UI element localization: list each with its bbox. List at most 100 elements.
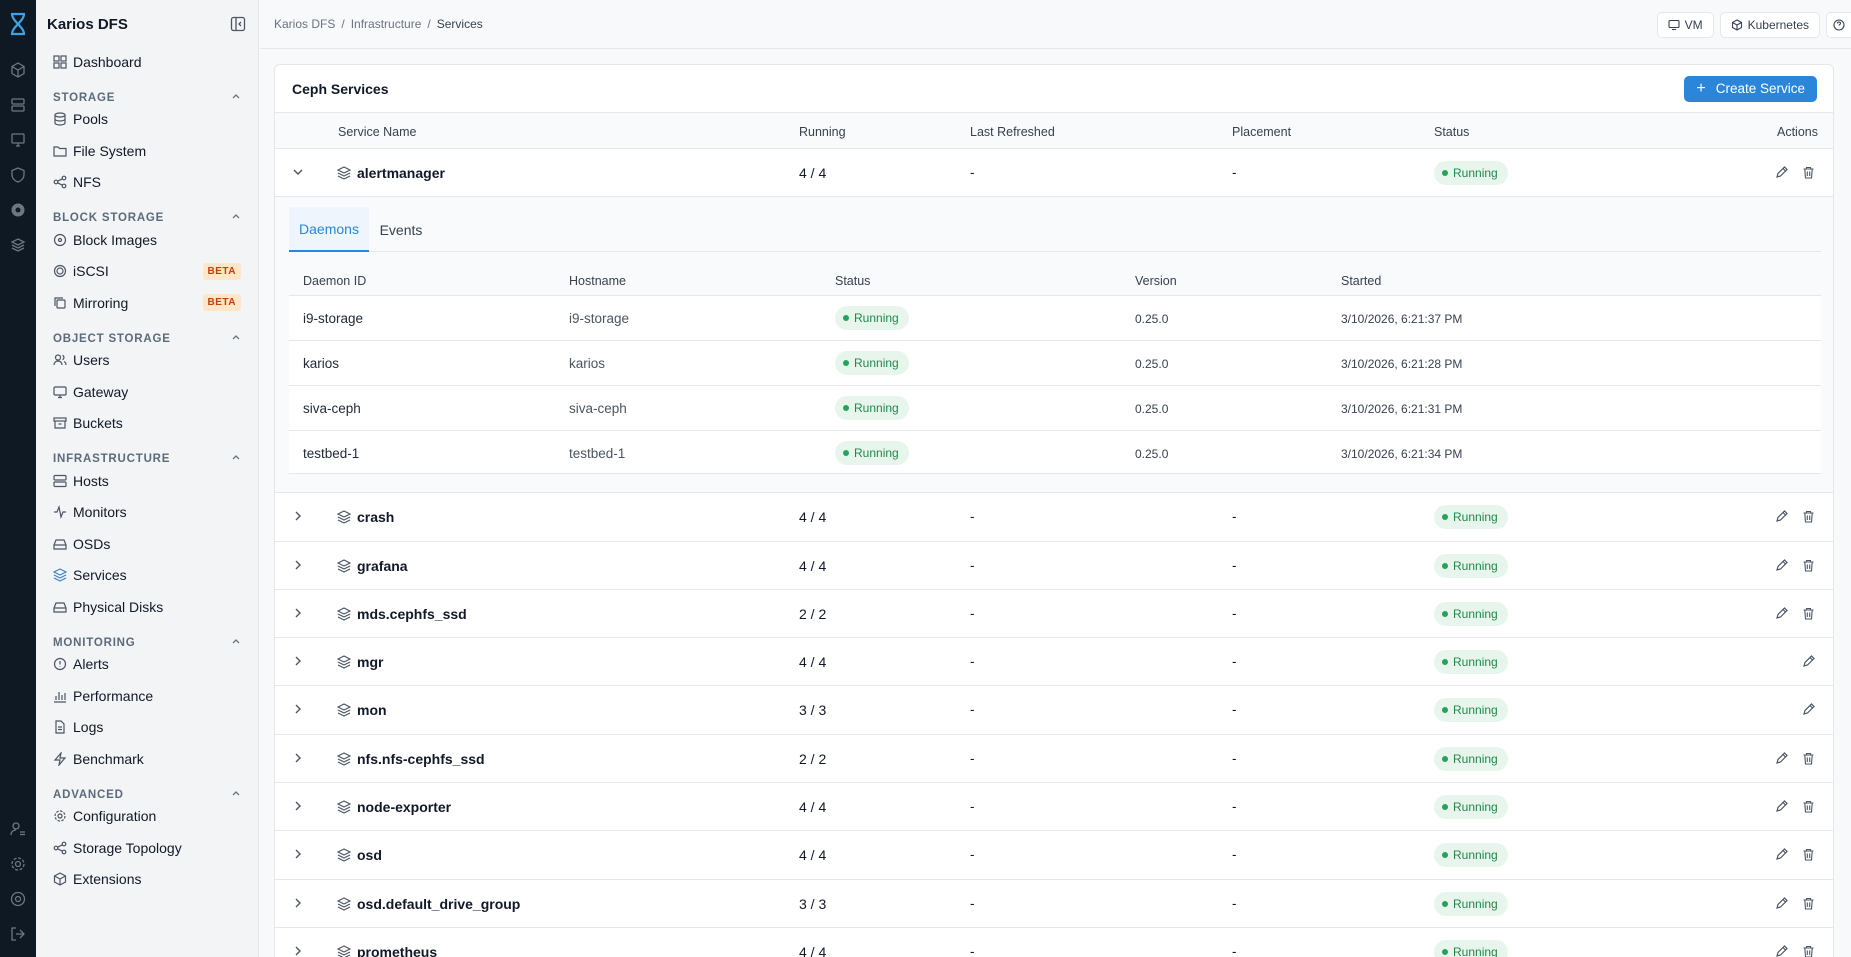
table-row[interactable]: node-exporter 4 / 4 - - Running bbox=[275, 783, 1833, 832]
sidebar-item-benchmark[interactable]: Benchmark bbox=[53, 743, 258, 775]
trash-icon[interactable] bbox=[1802, 945, 1815, 957]
ceph-icon[interactable] bbox=[0, 192, 36, 227]
section-storage[interactable]: STORAGE bbox=[53, 82, 258, 104]
table-row[interactable]: osd.default_drive_group 3 / 3 - - Runnin… bbox=[275, 880, 1833, 928]
breadcrumb-item[interactable]: Infrastructure bbox=[350, 17, 422, 31]
shield-icon[interactable] bbox=[0, 157, 36, 192]
table-row[interactable]: prometheus 4 / 4 - - Running bbox=[275, 928, 1833, 957]
chevron-right-icon[interactable] bbox=[291, 944, 305, 957]
table-row[interactable]: osd 4 / 4 - - Running bbox=[275, 831, 1833, 880]
edit-icon[interactable] bbox=[1775, 751, 1788, 765]
chevron-right-icon[interactable] bbox=[291, 799, 305, 813]
trash-icon[interactable] bbox=[1802, 800, 1815, 813]
sidebar-item-osds[interactable]: OSDs bbox=[53, 528, 258, 560]
sidebar-item-physical-disks[interactable]: Physical Disks bbox=[53, 591, 258, 623]
table-row[interactable]: mon 3 / 3 - - Running bbox=[275, 686, 1833, 735]
service-running: 2 / 2 bbox=[799, 750, 827, 767]
edit-icon[interactable] bbox=[1775, 945, 1788, 957]
chevron-down-icon[interactable] bbox=[291, 165, 305, 179]
table-row[interactable]: mgr 4 / 4 - - Running bbox=[275, 638, 1833, 687]
chevron-right-icon[interactable] bbox=[291, 606, 305, 620]
sidebar-item-file-system[interactable]: File System bbox=[53, 135, 258, 167]
sidebar-item-buckets[interactable]: Buckets bbox=[53, 408, 258, 440]
edit-icon[interactable] bbox=[1802, 703, 1815, 716]
service-last-refreshed: - bbox=[970, 702, 975, 718]
sidebar-item-pools[interactable]: Pools bbox=[53, 104, 258, 136]
edit-icon[interactable] bbox=[1775, 896, 1788, 910]
chevron-right-icon[interactable] bbox=[291, 751, 305, 765]
chevron-right-icon[interactable] bbox=[291, 558, 305, 572]
trash-icon[interactable] bbox=[1802, 848, 1815, 861]
sidebar-item-iscsi[interactable]: iSCSI BETA bbox=[53, 256, 258, 288]
monitor-icon[interactable] bbox=[0, 122, 36, 157]
chevron-right-icon[interactable] bbox=[291, 847, 305, 861]
trash-icon[interactable] bbox=[1802, 510, 1815, 523]
tab-events[interactable]: Events bbox=[379, 221, 423, 238]
sidebar-item-dashboard[interactable]: Dashboard bbox=[53, 46, 258, 78]
sidebar-item-block-images[interactable]: Block Images bbox=[53, 224, 258, 256]
chevron-right-icon[interactable] bbox=[291, 896, 305, 910]
logout-icon[interactable] bbox=[0, 916, 36, 951]
user-settings-icon[interactable] bbox=[0, 811, 36, 846]
edit-icon[interactable] bbox=[1775, 166, 1788, 179]
sidebar-item-nfs[interactable]: NFS bbox=[53, 167, 258, 199]
sidebar-item-alerts[interactable]: Alerts bbox=[53, 649, 258, 681]
trash-icon[interactable] bbox=[1802, 166, 1815, 179]
create-service-button[interactable]: + Create Service bbox=[1684, 75, 1817, 102]
col-running[interactable]: Running bbox=[799, 125, 846, 139]
vm-button[interactable]: VM bbox=[1656, 12, 1714, 38]
table-row[interactable]: mds.cephfs_ssd 2 / 2 - - Running bbox=[275, 590, 1833, 639]
edit-icon[interactable] bbox=[1775, 800, 1788, 813]
sidebar-item-gateway[interactable]: Gateway bbox=[53, 376, 258, 408]
edit-icon[interactable] bbox=[1775, 510, 1788, 523]
edit-icon[interactable] bbox=[1775, 607, 1788, 620]
section-advanced[interactable]: ADVANCED bbox=[53, 779, 258, 801]
gear-icon[interactable] bbox=[0, 846, 36, 881]
sidebar-item-hosts[interactable]: Hosts bbox=[53, 465, 258, 497]
edit-icon[interactable] bbox=[1775, 848, 1788, 861]
col-status[interactable]: Status bbox=[1434, 125, 1470, 139]
help-button[interactable] bbox=[1826, 12, 1851, 38]
sidebar-collapse-icon[interactable] bbox=[230, 16, 246, 32]
sidebar-item-services[interactable]: Services bbox=[53, 560, 258, 592]
section-infrastructure[interactable]: INFRASTRUCTURE bbox=[53, 443, 258, 465]
edit-icon[interactable] bbox=[1802, 655, 1815, 668]
sidebar-item-performance[interactable]: Performance bbox=[53, 680, 258, 712]
sidebar-item-configuration[interactable]: Configuration bbox=[53, 801, 258, 833]
trash-icon[interactable] bbox=[1802, 559, 1815, 572]
layers-icon[interactable] bbox=[0, 227, 36, 262]
section-monitoring[interactable]: MONITORING bbox=[53, 627, 258, 649]
section-object-storage[interactable]: OBJECT STORAGE bbox=[53, 323, 258, 345]
sidebar-item-extensions[interactable]: Extensions bbox=[53, 864, 258, 896]
support-icon[interactable] bbox=[0, 881, 36, 916]
col-last-refreshed[interactable]: Last Refreshed bbox=[970, 125, 1055, 139]
table-row[interactable]: grafana 4 / 4 - - Running bbox=[275, 542, 1833, 590]
trash-icon[interactable] bbox=[1802, 607, 1815, 620]
col-placement[interactable]: Placement bbox=[1232, 125, 1292, 139]
chevron-right-icon[interactable] bbox=[291, 654, 305, 668]
sidebar-item-storage-topology[interactable]: Storage Topology bbox=[53, 832, 258, 864]
table-row[interactable]: crash 4 / 4 - - Running bbox=[275, 493, 1833, 542]
sidebar-item-mirroring[interactable]: Mirroring BETA bbox=[53, 287, 258, 319]
tab-daemons[interactable]: Daemons bbox=[289, 207, 369, 253]
cube-icon[interactable] bbox=[0, 52, 36, 87]
trash-icon[interactable] bbox=[1802, 752, 1815, 765]
section-block-storage[interactable]: BLOCK STORAGE bbox=[53, 202, 258, 224]
trash-icon[interactable] bbox=[1802, 897, 1815, 910]
edit-icon[interactable] bbox=[1775, 558, 1788, 572]
col-service-name[interactable]: Service Name bbox=[338, 125, 417, 139]
breadcrumb-item[interactable]: Karios DFS bbox=[274, 17, 336, 31]
chevron-right-icon[interactable] bbox=[291, 509, 305, 523]
table-row[interactable]: nfs.nfs-cephfs_ssd 2 / 2 - - Running bbox=[275, 735, 1833, 784]
chevron-right-icon[interactable] bbox=[291, 702, 305, 716]
breadcrumb-current: Services bbox=[436, 17, 483, 31]
table-row[interactable]: alertmanager 4 / 4 - - Running bbox=[275, 149, 1833, 198]
daemon-id: testbed-1 bbox=[303, 445, 360, 461]
status-badge: Running bbox=[1434, 601, 1508, 626]
server-icon[interactable] bbox=[0, 87, 36, 122]
kubernetes-button[interactable]: Kubernetes bbox=[1719, 12, 1820, 38]
sidebar-item-label: iSCSI bbox=[73, 263, 109, 280]
sidebar-item-logs[interactable]: Logs bbox=[53, 712, 258, 744]
sidebar-item-users[interactable]: Users bbox=[53, 345, 258, 377]
sidebar-item-monitors[interactable]: Monitors bbox=[53, 497, 258, 529]
